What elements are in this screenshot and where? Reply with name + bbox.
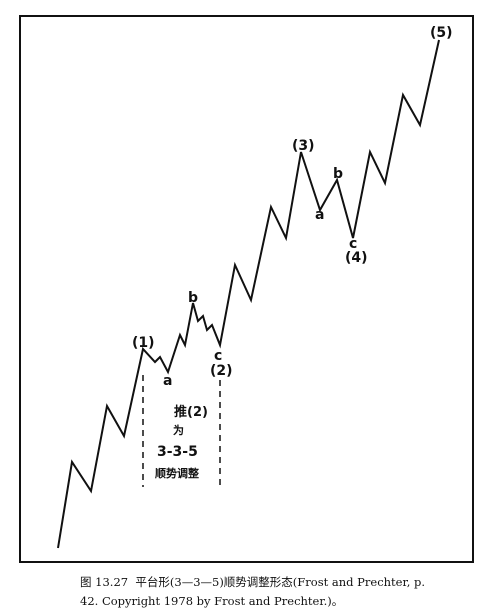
note-line-3: 3-3-5 xyxy=(157,444,198,460)
wave-label-5: (5) xyxy=(430,25,453,41)
wave-label-4: (4) xyxy=(345,250,368,266)
diagram-frame xyxy=(19,15,474,563)
wave-label-3: (3) xyxy=(292,138,315,154)
wave-label-1: (1) xyxy=(132,335,155,351)
note-line-4: 顺势调整 xyxy=(155,466,199,480)
wave-label-c2: c xyxy=(349,236,357,252)
note-line-2: 为 xyxy=(173,423,184,437)
wave-price-path xyxy=(57,39,440,549)
wave-label-c1: c xyxy=(214,348,222,364)
caption-line-2: 42. Copyright 1978 by Frost and Prechter… xyxy=(80,594,344,608)
wave-label-2: (2) xyxy=(210,363,233,379)
caption-line-1: 图 13.27 平台形(3—3—5)顺势调整形态(Frost and Prech… xyxy=(80,575,426,589)
wave-label-b2: b xyxy=(333,166,343,182)
figure-caption: 图 13.27 平台形(3—3—5)顺势调整形态(Frost and Prech… xyxy=(80,573,480,611)
wave-label-a2: a xyxy=(315,207,324,223)
wave-label-b1: b xyxy=(188,290,198,306)
wave-label-a1: a xyxy=(163,373,172,389)
note-line-1: 推(2) xyxy=(174,404,208,420)
